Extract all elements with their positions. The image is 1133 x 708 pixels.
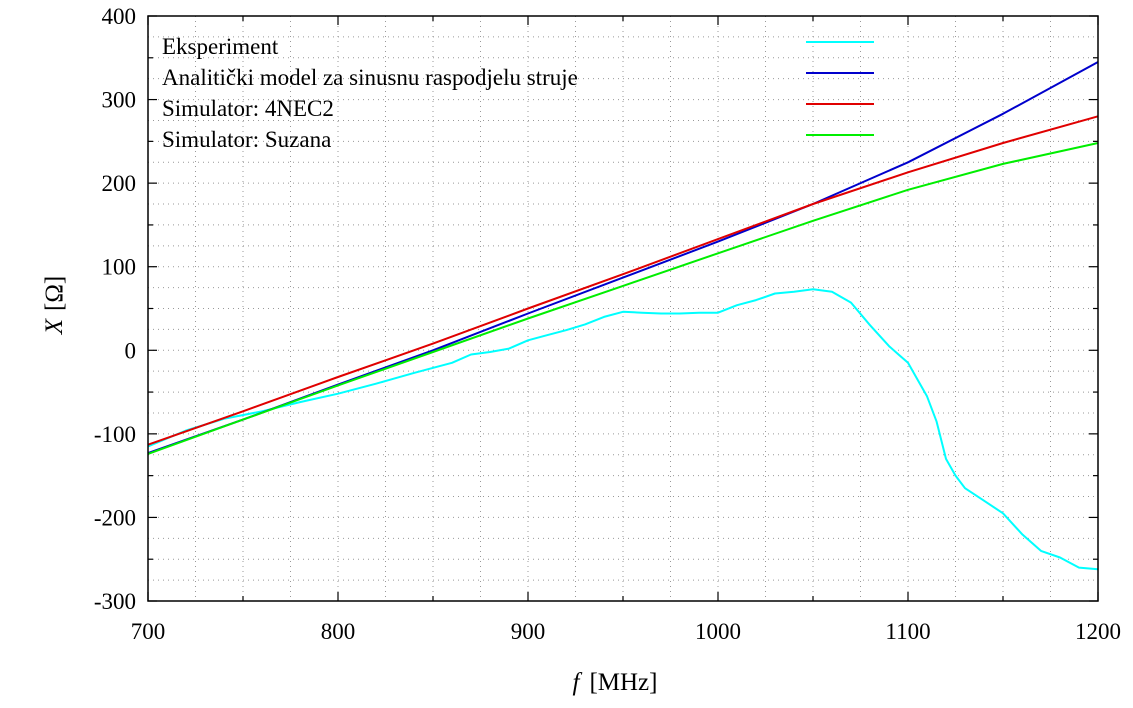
legend-label-2: Analitički model za sinusnu raspodjelu s…: [162, 65, 578, 90]
x-tick-label: 700: [131, 619, 166, 644]
series-line-1: [147, 288, 1099, 571]
x-tick-label: 1200: [1075, 619, 1121, 644]
y-tick-label: 400: [102, 4, 137, 29]
y-tick-label: 0: [125, 338, 137, 363]
y-tick-label: 100: [102, 255, 137, 280]
x-tick-label: 800: [321, 619, 356, 644]
x-tick-label: 900: [511, 619, 546, 644]
y-axis-label: X[Ω]: [41, 276, 68, 336]
series-line-4: [147, 142, 1099, 455]
legend-label-1: Eksperiment: [162, 34, 279, 59]
axis-ticks: 700 800 900 1000 1100 1200 -300 -200 -100 0 100 200…: [94, 4, 1121, 644]
y-tick-label: 200: [102, 171, 137, 196]
series-lines: [147, 61, 1099, 571]
x-tick-label: 1100: [885, 619, 930, 644]
y-tick-label: -300: [94, 589, 136, 614]
legend: Eksperiment Analitički model za sinusnu r…: [162, 34, 874, 152]
x-axis-label: f [MHz]: [573, 669, 658, 696]
y-tick-label: -100: [94, 422, 136, 447]
y-tick-label: -200: [94, 505, 136, 530]
legend-label-4: Simulator: Suzana: [162, 127, 331, 152]
grid: [147, 15, 1099, 602]
legend-label-3: Simulator: 4NEC2: [162, 96, 334, 121]
x-tick-label: 1000: [695, 619, 741, 644]
series-line-3: [147, 115, 1099, 446]
y-tick-label: 300: [102, 88, 137, 113]
